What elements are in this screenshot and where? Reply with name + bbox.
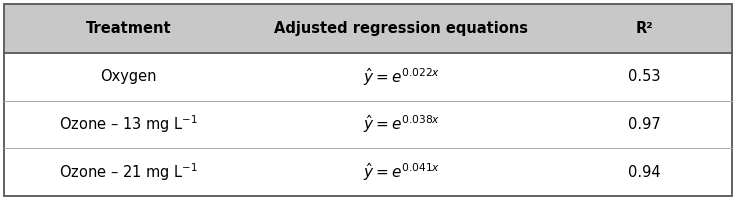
- Text: 0.97: 0.97: [628, 117, 660, 132]
- Text: 0.53: 0.53: [628, 69, 660, 84]
- Text: $\hat{y} = e^{0.038x}$: $\hat{y} = e^{0.038x}$: [363, 114, 439, 135]
- Text: Treatment: Treatment: [86, 21, 171, 36]
- Text: Adjusted regression equations: Adjusted regression equations: [274, 21, 528, 36]
- Text: Ozone – 13 mg L$^{-1}$: Ozone – 13 mg L$^{-1}$: [60, 114, 198, 135]
- Text: Oxygen: Oxygen: [101, 69, 157, 84]
- Text: Ozone – 21 mg L$^{-1}$: Ozone – 21 mg L$^{-1}$: [60, 161, 198, 183]
- Bar: [4, 53, 732, 196]
- Text: $\hat{y} = e^{0.041x}$: $\hat{y} = e^{0.041x}$: [363, 161, 439, 183]
- Text: R²: R²: [635, 21, 653, 36]
- Bar: [4, 4, 732, 53]
- Text: $\hat{y} = e^{0.022x}$: $\hat{y} = e^{0.022x}$: [363, 66, 439, 88]
- Text: 0.94: 0.94: [628, 165, 660, 180]
